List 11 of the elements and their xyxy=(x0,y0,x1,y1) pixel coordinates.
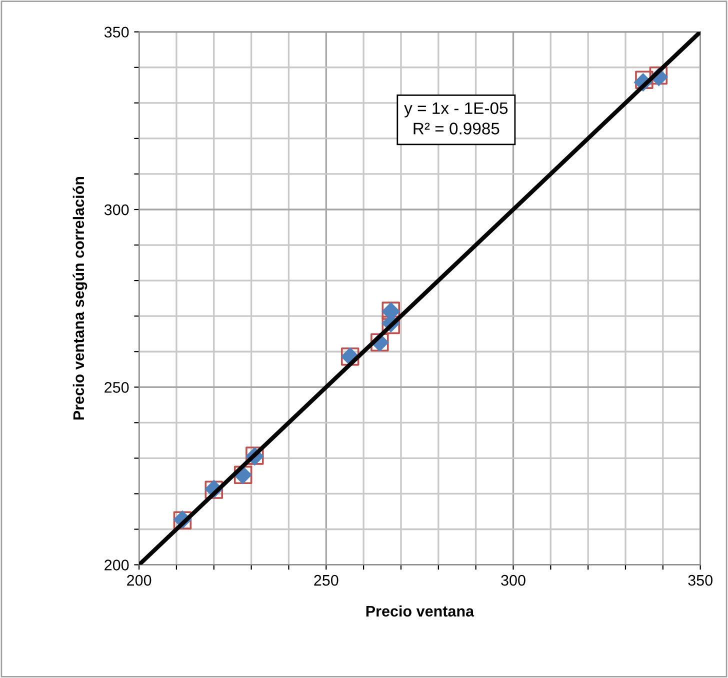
y-tick-label: 300 xyxy=(104,204,129,216)
x-axis-title: Precio ventana xyxy=(366,605,474,617)
y-tick-label: 350 xyxy=(104,26,129,38)
y-tick-label: 250 xyxy=(104,382,129,393)
y-axis-title: Precio ventana según correlación xyxy=(72,176,88,420)
x-tick-label: 250 xyxy=(314,574,338,586)
x-tick-label: 200 xyxy=(127,574,152,586)
x-tick-label: 300 xyxy=(501,574,526,586)
y-tick-label: 200 xyxy=(104,560,129,570)
x-tick-label: 350 xyxy=(688,574,712,586)
annotation: y = 1x - 1E-05 R² = 0.9985 xyxy=(404,102,508,134)
